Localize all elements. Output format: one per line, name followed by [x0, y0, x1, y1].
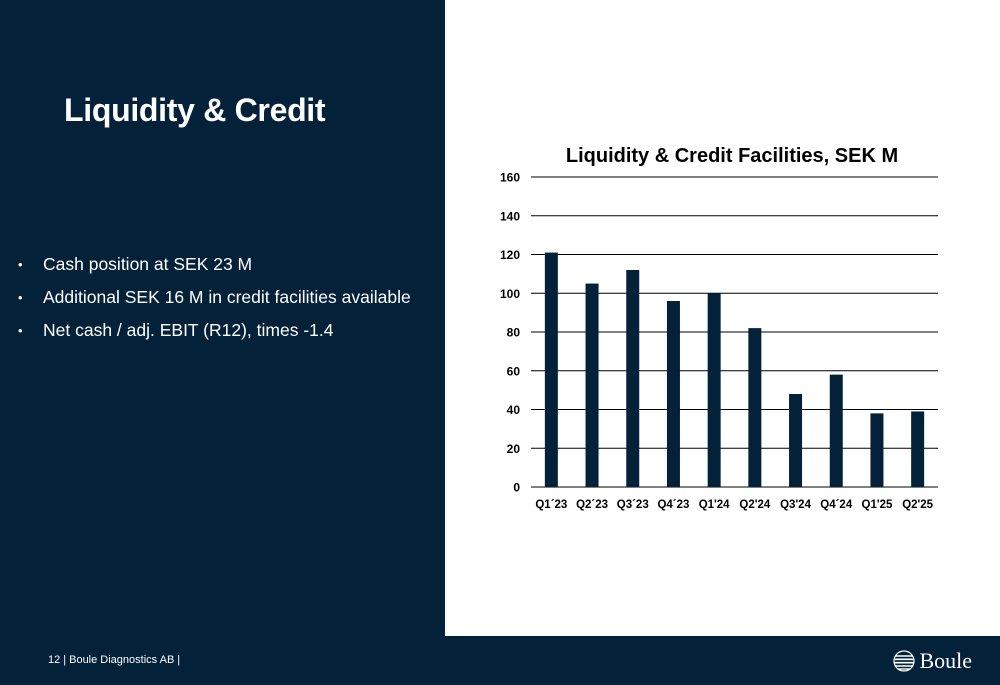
company-name: Boule Diagnostics AB [69, 654, 175, 666]
page-number: 12 [48, 654, 61, 666]
y-tick-label: 140 [500, 209, 520, 223]
left-panel: Liquidity & Credit • Cash position at SEK… [0, 0, 445, 636]
x-tick-label: Q2'24 [739, 499, 770, 511]
bar [870, 413, 884, 487]
slide-title: Liquidity & Credit [64, 92, 326, 128]
footer-separator: | [63, 654, 67, 666]
bar [585, 283, 599, 487]
y-tick-label: 60 [507, 364, 521, 378]
bullet-item: • Additional SEK 16 M in credit facilitie… [18, 281, 411, 314]
y-tick-label: 120 [500, 248, 520, 262]
y-tick-label: 0 [513, 481, 520, 495]
bar [707, 293, 721, 487]
x-tick-label: Q2'25 [902, 499, 933, 511]
footer: 12 | Boule Diagnostics AB | Boule [0, 636, 1000, 685]
x-tick-label: Q4´24 [820, 499, 853, 511]
bullet-text: Net cash / adj. EBIT (R12), times -1.4 [43, 320, 334, 340]
y-tick-label: 20 [507, 442, 521, 456]
brand-name: Boule [919, 648, 972, 673]
x-axis-ticks: Q1´23 Q2´23 Q3´23 Q4´23 Q1'24 Q2'24 Q3'24 Q4´24… [535, 499, 933, 511]
y-tick-label: 100 [500, 287, 520, 301]
x-tick-label: Q1'25 [862, 499, 893, 511]
bar [748, 328, 762, 487]
y-tick-label: 40 [507, 403, 521, 417]
x-tick-label: Q4´23 [657, 499, 689, 511]
globe-logo-icon [893, 650, 916, 672]
bar [666, 301, 680, 487]
bar [544, 252, 558, 487]
bar [911, 411, 925, 487]
y-tick-label: 80 [507, 326, 521, 340]
y-tick-label: 160 [500, 171, 520, 185]
x-tick-label: Q3´23 [617, 499, 649, 511]
x-tick-label: Q1'24 [699, 499, 730, 511]
chart-gridlines [531, 176, 938, 488]
x-tick-label: Q2´23 [576, 499, 608, 511]
bullet-dot: • [18, 323, 23, 338]
bullet-text: Additional SEK 16 M in credit facilities… [43, 287, 411, 307]
footer-text: 12 | Boule Diagnostics AB | [48, 654, 183, 666]
x-tick-label: Q1´23 [535, 499, 567, 511]
bullet-dot: • [18, 290, 23, 305]
footer-separator: | [177, 654, 181, 666]
chart-title: Liquidity & Credit Facilities, SEK M [566, 145, 898, 167]
bullet-text: Cash position at SEK 23 M [43, 254, 253, 274]
bar-chart: Liquidity & Credit Facilities, SEK M 0 20… [500, 145, 938, 511]
bullet-dot: • [18, 257, 23, 272]
chart-panel: Liquidity & Credit Facilities, SEK M 0 20… [445, 0, 1000, 636]
brand-logo: Boule [893, 648, 972, 674]
y-axis-ticks: 0 20 40 60 80 100 120 140 160 [500, 171, 520, 495]
chart-bars [544, 252, 925, 487]
bar [829, 374, 843, 487]
bar [789, 394, 803, 487]
bullet-item: • Net cash / adj. EBIT (R12), times -1.4 [18, 314, 411, 347]
bullet-list: • Cash position at SEK 23 M • Additional S… [18, 248, 411, 347]
x-tick-label: Q3'24 [780, 499, 811, 511]
bullet-item: • Cash position at SEK 23 M [18, 248, 411, 281]
bar [626, 270, 640, 487]
